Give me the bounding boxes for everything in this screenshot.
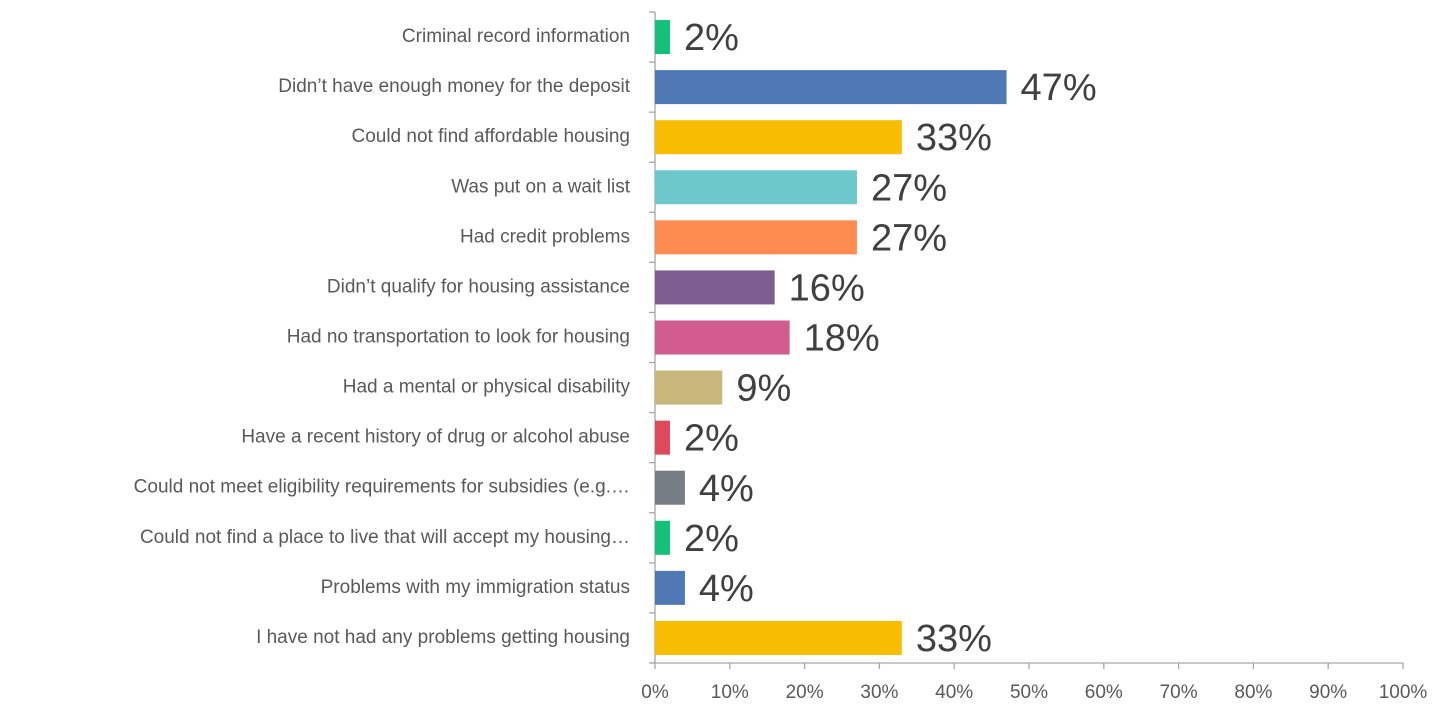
value-label: 33% — [916, 117, 992, 159]
category-label: Criminal record information — [402, 26, 630, 47]
bar — [655, 570, 685, 605]
bar — [655, 270, 775, 305]
x-tick-label: 20% — [786, 682, 824, 703]
bar — [655, 520, 670, 555]
x-tick-label: 60% — [1085, 682, 1123, 703]
bar — [655, 120, 902, 155]
value-label: 16% — [789, 267, 865, 309]
category-label: Didn’t qualify for housing assistance — [327, 276, 630, 297]
bar — [655, 170, 857, 205]
category-label: Had credit problems — [460, 226, 630, 247]
category-label: Was put on a wait list — [451, 176, 631, 197]
value-label: 27% — [871, 217, 947, 259]
value-label: 4% — [699, 568, 754, 610]
category-label: Problems with my immigration status — [321, 577, 630, 598]
x-tick-label: 70% — [1160, 682, 1198, 703]
category-label: Could not meet eligibility requirements … — [134, 477, 630, 498]
bar — [655, 320, 790, 355]
value-label: 9% — [736, 368, 791, 410]
x-tick-label: 10% — [711, 682, 749, 703]
category-label: Had a mental or physical disability — [343, 377, 631, 398]
category-label: Didn’t have enough money for the deposit — [278, 76, 630, 97]
bar — [655, 70, 1007, 105]
category-label: Had no transportation to look for housin… — [287, 327, 630, 348]
category-label: Could not find affordable housing — [351, 126, 630, 147]
category-label: I have not had any problems getting hous… — [256, 627, 630, 648]
value-label: 2% — [684, 17, 739, 59]
value-label: 4% — [699, 468, 754, 510]
x-tick-label: 0% — [641, 682, 669, 703]
bar — [655, 470, 685, 505]
x-tick-label: 40% — [935, 682, 973, 703]
bar — [655, 620, 902, 655]
x-tick-label: 100% — [1379, 682, 1428, 703]
bar — [655, 220, 857, 255]
x-tick-label: 80% — [1234, 682, 1272, 703]
value-label: 2% — [684, 518, 739, 560]
category-label: Have a recent history of drug or alcohol… — [241, 427, 630, 448]
value-label: 47% — [1021, 67, 1097, 109]
value-label: 27% — [871, 167, 947, 209]
value-label: 33% — [916, 618, 992, 660]
category-label: Could not find a place to live that will… — [140, 527, 630, 548]
x-tick-label: 30% — [860, 682, 898, 703]
value-label: 18% — [804, 318, 880, 360]
bar — [655, 370, 723, 405]
bar — [655, 420, 670, 455]
x-tick-label: 90% — [1309, 682, 1347, 703]
bar — [655, 20, 670, 55]
value-label: 2% — [684, 418, 739, 460]
x-tick-label: 50% — [1010, 682, 1048, 703]
